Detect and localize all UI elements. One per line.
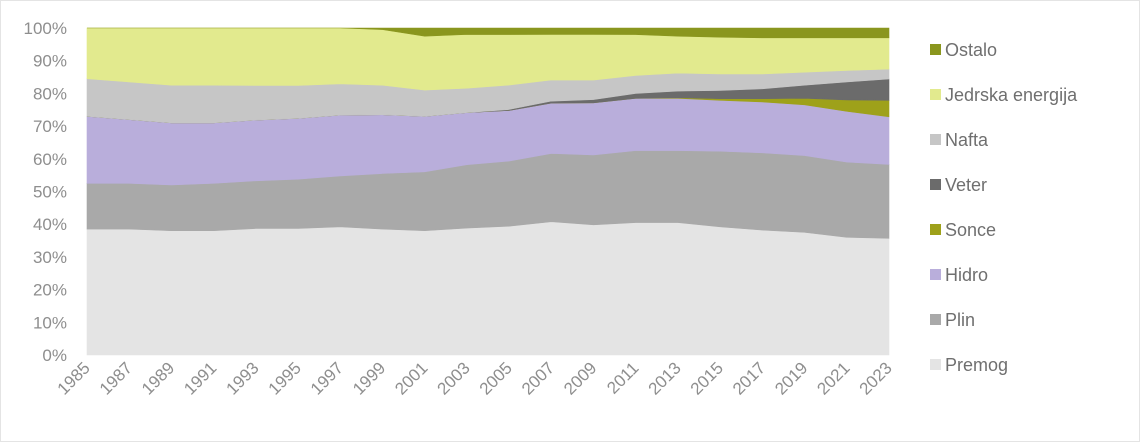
x-tick-label: 2011 — [603, 358, 642, 397]
x-tick-label: 1999 — [349, 358, 389, 398]
y-tick-label: 40% — [33, 215, 67, 234]
area-ostalo — [87, 27, 890, 39]
x-tick-label: 2019 — [771, 358, 811, 398]
legend-label: Plin — [945, 310, 975, 330]
legend-swatch — [930, 269, 941, 280]
x-tick-label: 2023 — [856, 358, 896, 398]
legend-item-nafta: Nafta — [930, 130, 989, 150]
y-tick-label: 30% — [33, 248, 67, 267]
legend-label: Hidro — [945, 265, 988, 285]
x-tick-label: 1989 — [138, 358, 178, 398]
y-tick-label: 90% — [33, 52, 67, 71]
legend-label: Premog — [945, 355, 1008, 375]
y-tick-label: 100% — [24, 19, 67, 38]
legend-label: Veter — [945, 175, 987, 195]
x-tick-label: 2005 — [476, 358, 516, 398]
legend-swatch — [930, 179, 941, 190]
legend-label: Ostalo — [945, 40, 997, 60]
x-tick-label: 2009 — [560, 358, 600, 398]
x-tick-label: 1991 — [180, 358, 220, 398]
area-premog — [86, 221, 890, 356]
legend-swatch — [930, 359, 941, 370]
legend-swatch — [930, 314, 941, 325]
y-tick-label: 70% — [33, 117, 67, 136]
legend-label: Sonce — [945, 220, 996, 240]
legend-item-plin: Plin — [930, 310, 975, 330]
legend-item-premog: Premog — [930, 355, 1008, 375]
x-tick-label: 2001 — [391, 358, 431, 398]
x-tick-label: 2017 — [729, 358, 769, 398]
y-axis: 0% 10% 20% 30% 40% 50% 60% 70% 80% 90% 100% — [24, 19, 67, 365]
legend: Ostalo Jedrska energija Nafta Veter Sonce Hid… — [930, 40, 1078, 375]
y-tick-label: 50% — [33, 183, 67, 202]
legend-item-hidro: Hidro — [930, 265, 988, 285]
legend-item-ostalo: Ostalo — [930, 40, 997, 60]
x-tick-label: 2015 — [687, 358, 727, 398]
legend-item-veter: Veter — [930, 175, 987, 195]
y-tick-label: 10% — [33, 313, 67, 332]
y-tick-label: 20% — [33, 281, 67, 300]
y-tick-label: 0% — [42, 346, 67, 365]
x-tick-label: 2007 — [518, 358, 558, 398]
x-tick-label: 2021 — [813, 358, 853, 398]
x-tick-label: 1997 — [307, 358, 347, 398]
x-axis: 1985 1987 1989 1991 1993 1995 1997 1999 2001 2003… — [54, 358, 896, 398]
legend-item-jedrska-energija: Jedrska energija — [930, 85, 1078, 105]
legend-label: Jedrska energija — [945, 85, 1078, 105]
x-tick-label: 1987 — [96, 358, 136, 398]
legend-swatch — [930, 44, 941, 55]
areas-layer — [86, 27, 890, 356]
x-tick-label: 1995 — [265, 358, 305, 398]
legend-item-sonce: Sonce — [930, 220, 996, 240]
legend-swatch — [930, 134, 941, 145]
legend-swatch — [930, 224, 941, 235]
x-tick-label: 1993 — [222, 358, 262, 398]
legend-swatch — [930, 89, 941, 100]
y-tick-label: 80% — [33, 84, 67, 103]
x-tick-label: 2003 — [434, 358, 474, 398]
y-tick-label: 60% — [33, 150, 67, 169]
x-tick-label: 2013 — [645, 358, 685, 398]
legend-label: Nafta — [945, 130, 989, 150]
